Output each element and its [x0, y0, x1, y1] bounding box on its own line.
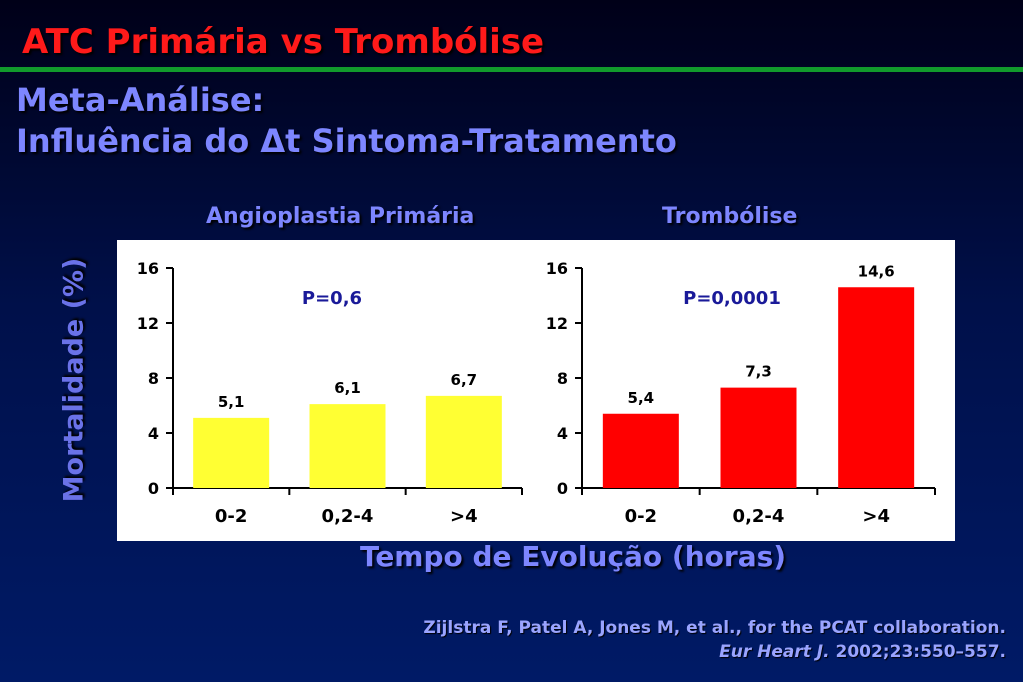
chart2-p-value: P=0,0001 — [683, 288, 781, 309]
chart2-bar — [602, 413, 679, 488]
citation-volume: 2002;23:550–557. — [829, 642, 1006, 662]
slide-title: ATC Primária vs Trombólise — [22, 22, 545, 62]
chart2-category-label: 0-2 — [625, 506, 658, 527]
chart1-y-tick-label: 0 — [148, 479, 159, 498]
title-divider — [0, 67, 1023, 72]
subtitle-line-1: Meta-Análise: — [16, 81, 265, 119]
chart2-y-tick-label: 0 — [557, 479, 568, 498]
chart2-value-label: 14,6 — [858, 262, 895, 280]
chart2-y-tick-label: 8 — [557, 369, 568, 388]
chart1-bar — [309, 404, 386, 488]
citation-journal: Eur Heart J. — [719, 642, 830, 662]
chart2-category-label: 0,2-4 — [733, 506, 785, 527]
chart1-bar — [425, 395, 502, 488]
slide-subtitle: Meta-Análise: Influência do Δt Sintoma-T… — [16, 80, 677, 162]
chart1-value-label: 6,7 — [451, 371, 478, 389]
y-axis-label-text: Mortalidade (%) — [58, 257, 90, 503]
chart1-y-tick-label: 12 — [137, 314, 159, 333]
bar-charts: 0 4 8 12 16 5,1 0-2 6,1 0,2-4 6,7 >4 P=0,6 0 4 8 12 16 5,… — [137, 259, 936, 527]
chart1-value-label: 5,1 — [218, 393, 245, 411]
chart1-y-tick-label: 4 — [148, 424, 159, 443]
chart1-y-tick-label: 16 — [137, 259, 159, 278]
x-axis-label: Tempo de Evolução (horas) — [359, 540, 787, 573]
chart2-bar — [838, 287, 915, 488]
chart2-category-label: >4 — [862, 506, 890, 527]
subtitle-line-2: Influência do Δt Sintoma-Tratamento — [16, 122, 677, 160]
chart2-y-tick-label: 16 — [546, 259, 568, 278]
citation-reference: Eur Heart J. 2002;23:550–557. — [423, 640, 1006, 664]
chart2-bar — [720, 387, 797, 488]
chart1-value-label: 6,1 — [334, 379, 361, 397]
panel-title-primary-angioplasty: Angioplastia Primária — [206, 204, 475, 229]
citation: Zijlstra F, Patel A, Jones M, et al., fo… — [423, 616, 1006, 664]
chart1-bar — [193, 417, 270, 488]
chart2-value-label: 5,4 — [628, 389, 655, 407]
chart1-category-label: 0-2 — [215, 506, 248, 527]
chart1-category-label: 0,2-4 — [322, 506, 374, 527]
citation-authors: Zijlstra F, Patel A, Jones M, et al., fo… — [423, 618, 1006, 638]
panel-title-thrombolysis: Trombólise — [662, 204, 798, 229]
chart1-p-value: P=0,6 — [302, 288, 362, 309]
chart2-y-tick-label: 4 — [557, 424, 568, 443]
chart2-value-label: 7,3 — [745, 363, 772, 381]
chart1-y-tick-label: 8 — [148, 369, 159, 388]
chart1-category-label: >4 — [450, 506, 478, 527]
chart2-y-tick-label: 12 — [546, 314, 568, 333]
chart-area: 0 4 8 12 16 5,1 0-2 6,1 0,2-4 6,7 >4 P=0,6 0 4 8 12 16 5,… — [117, 240, 955, 541]
